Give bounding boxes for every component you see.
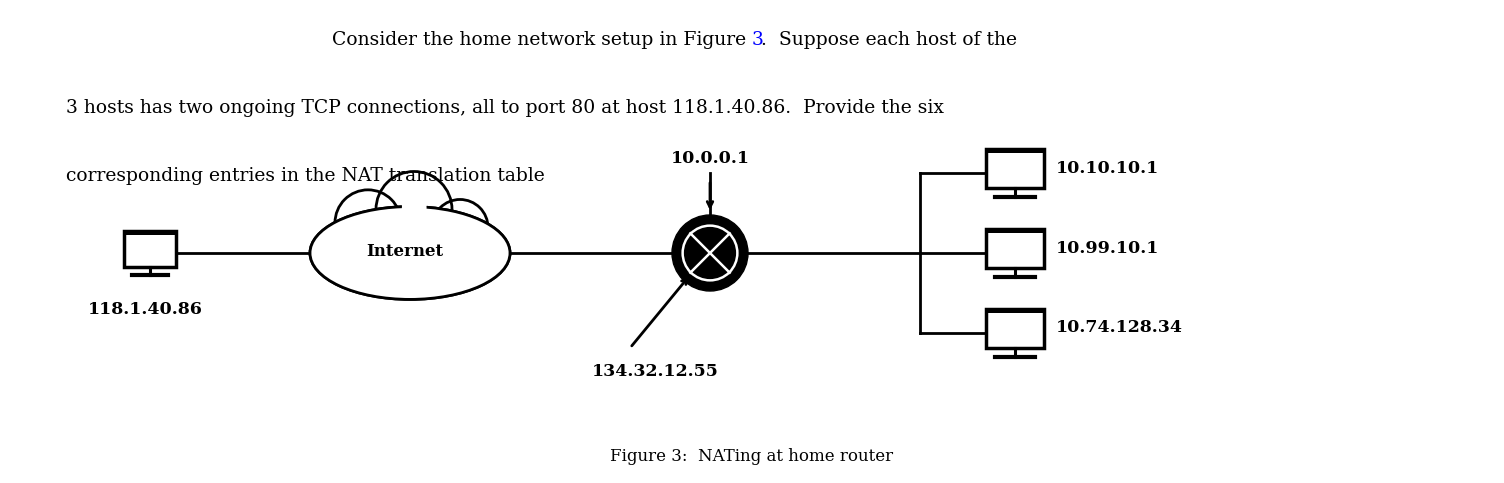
Text: Internet: Internet	[367, 242, 444, 259]
Ellipse shape	[310, 207, 510, 299]
Text: 118.1.40.86: 118.1.40.86	[87, 301, 203, 318]
Bar	[987, 149, 1044, 188]
Bar	[987, 228, 1044, 268]
Circle shape	[376, 171, 453, 247]
Text: 3 hosts has two ongoing TCP connections, all to port 80 at host 118.1.40.86.  Pr: 3 hosts has two ongoing TCP connections,…	[66, 99, 945, 117]
Bar	[123, 231, 176, 267]
Ellipse shape	[310, 207, 510, 299]
Text: 10.74.128.34: 10.74.128.34	[1056, 319, 1184, 337]
Circle shape	[672, 215, 747, 291]
Text: Consider the home network setup in Figure: Consider the home network setup in Figur…	[332, 31, 752, 49]
Text: 10.10.10.1: 10.10.10.1	[1056, 159, 1160, 176]
Bar	[987, 309, 1044, 348]
Text: Figure 3:  NATing at home router: Figure 3: NATing at home router	[611, 448, 893, 465]
Text: 10.99.10.1: 10.99.10.1	[1056, 240, 1160, 256]
Text: corresponding entries in the NAT translation table: corresponding entries in the NAT transla…	[66, 167, 544, 185]
Ellipse shape	[310, 207, 510, 299]
Circle shape	[432, 199, 487, 256]
Text: 134.32.12.55: 134.32.12.55	[591, 363, 719, 380]
Text: .  Suppose each host of the: . Suppose each host of the	[761, 31, 1017, 49]
Bar	[987, 149, 1044, 153]
Circle shape	[335, 190, 402, 256]
Bar	[987, 309, 1044, 313]
Bar	[123, 231, 176, 235]
Text: 3: 3	[752, 31, 764, 49]
Bar	[987, 228, 1044, 233]
Text: 10.0.0.1: 10.0.0.1	[671, 150, 749, 167]
